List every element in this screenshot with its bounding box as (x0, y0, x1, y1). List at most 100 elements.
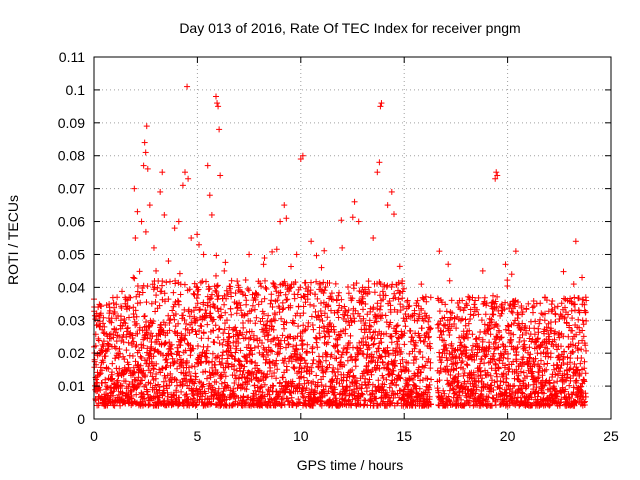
data-point (146, 202, 153, 209)
data-point (579, 274, 586, 281)
data-point (493, 169, 500, 176)
data-point (281, 202, 288, 209)
data-point (140, 162, 147, 169)
data-point (339, 244, 346, 251)
data-point (159, 169, 166, 176)
y-tick-label: 0 (77, 411, 85, 427)
data-point (446, 277, 453, 284)
y-axis-ticks: 0 0.01 0.02 0.03 0.04 0.05 0.06 0.07 0.08 0.09 0.1… (58, 49, 611, 427)
data-point (277, 218, 284, 225)
data-point (126, 294, 133, 301)
x-axis-label: GPS time / hours (297, 457, 404, 473)
grid-lines (94, 57, 611, 419)
data-point (208, 211, 215, 218)
data-point (194, 284, 201, 291)
data-point (217, 172, 224, 179)
data-point (134, 208, 141, 215)
data-point (479, 267, 486, 274)
dense-data-band (91, 211, 590, 409)
data-point (214, 100, 221, 107)
x-axis-ticks: 0 5 10 15 20 25 (90, 57, 619, 444)
data-point (378, 100, 385, 107)
data-point (583, 297, 590, 304)
data-point (525, 300, 532, 307)
y-tick-label: 0.1 (66, 82, 86, 98)
data-point (428, 376, 435, 383)
data-point (153, 267, 160, 274)
data-point (494, 172, 501, 179)
data-point (184, 83, 191, 90)
y-tick-label: 0.03 (58, 312, 85, 328)
data-point (141, 139, 148, 146)
data-point (426, 333, 433, 340)
data-point (318, 264, 325, 271)
data-point (260, 261, 267, 268)
data-point (221, 267, 228, 274)
data-point (411, 317, 418, 324)
data-point (283, 215, 290, 222)
data-point (165, 258, 172, 265)
x-tick-label: 10 (293, 428, 309, 444)
data-point (171, 225, 178, 232)
data-point (143, 123, 150, 130)
data-point (188, 235, 195, 241)
data-point (552, 310, 559, 317)
data-point (95, 304, 102, 311)
y-tick-label: 0.09 (58, 115, 85, 131)
data-point (355, 218, 362, 225)
y-tick-label: 0.02 (58, 345, 85, 361)
data-point (508, 271, 515, 278)
data-point (185, 175, 192, 182)
data-point (144, 165, 151, 172)
y-tick-label: 0.11 (59, 49, 85, 65)
data-point (179, 182, 186, 189)
data-point (388, 188, 395, 195)
data-point (541, 317, 548, 324)
data-point (572, 238, 579, 245)
data-point (370, 235, 377, 241)
y-axis-label: ROTI / TECUs (5, 195, 21, 285)
x-tick-label: 15 (396, 428, 412, 444)
data-point (175, 218, 182, 225)
data-point (293, 251, 300, 258)
data-point (270, 281, 277, 288)
data-point (215, 103, 222, 110)
data-point (512, 248, 519, 255)
dense-marker-cloud (91, 211, 590, 409)
x-tick-label: 20 (500, 428, 516, 444)
data-point (436, 248, 443, 255)
data-point (111, 343, 118, 350)
data-point (463, 300, 470, 307)
y-tick-label: 0.06 (58, 214, 85, 230)
x-tick-label: 25 (603, 428, 619, 444)
data-point (351, 198, 358, 205)
data-point (394, 287, 401, 294)
chart-title: Day 013 of 2016, Rate Of TEC Index for r… (179, 20, 520, 36)
data-point (299, 152, 306, 159)
data-point (502, 261, 509, 268)
data-point (374, 169, 381, 176)
data-point (384, 202, 391, 209)
data-point (308, 238, 315, 245)
data-point (132, 235, 139, 241)
data-point (204, 162, 211, 169)
data-point (216, 126, 223, 133)
data-point (181, 169, 188, 176)
data-points (93, 83, 590, 383)
data-point (200, 251, 207, 258)
y-tick-label: 0.05 (58, 246, 85, 262)
data-point (377, 103, 384, 110)
data-point (117, 317, 124, 324)
data-point (150, 244, 157, 251)
data-point (235, 284, 242, 291)
data-point (157, 188, 164, 195)
y-tick-label: 0.08 (58, 148, 85, 164)
data-point (492, 175, 499, 182)
data-point (213, 93, 220, 100)
data-point (246, 251, 253, 258)
y-tick-label: 0.07 (58, 181, 85, 197)
x-tick-label: 0 (90, 428, 98, 444)
y-tick-label: 0.01 (58, 378, 85, 394)
data-point (131, 185, 138, 192)
